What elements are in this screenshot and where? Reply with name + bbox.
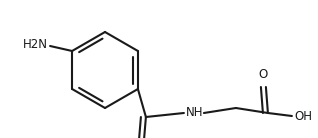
- Text: H2N: H2N: [23, 39, 48, 51]
- Text: O: O: [258, 68, 267, 81]
- Text: NH: NH: [186, 105, 204, 119]
- Text: OH: OH: [294, 109, 312, 123]
